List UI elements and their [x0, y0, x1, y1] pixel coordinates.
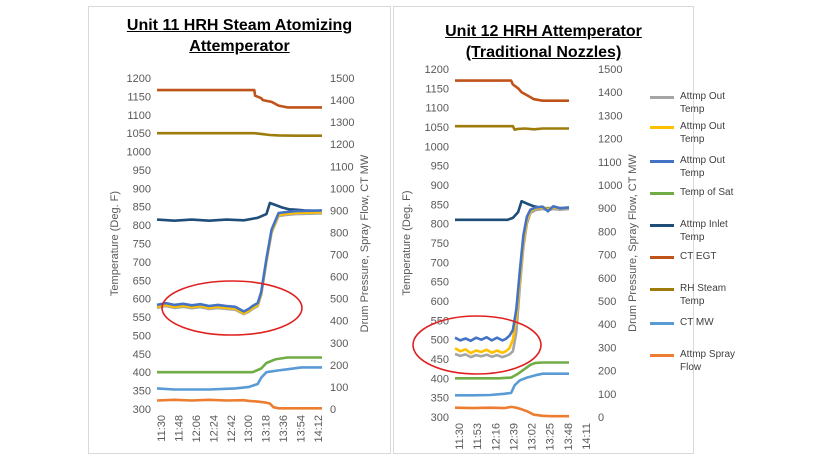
legend-swatch — [650, 192, 674, 195]
chart-panel-unit12: Unit 12 HRH Attemperator (Traditional No… — [393, 6, 694, 454]
chart-panel-unit11: Unit 11 HRH Steam Atomizing Attemperator — [88, 6, 391, 454]
chart-title: Unit 11 HRH Steam Atomizing Attemperator — [126, 17, 353, 55]
legend-swatch — [650, 224, 674, 227]
legend-label: Temp of Sat — [680, 187, 734, 198]
legend-label: Attmp Out Temp — [680, 91, 726, 115]
legend-swatch — [650, 354, 674, 357]
legend-swatch — [650, 322, 674, 325]
legend-label: Attmp Out Temp — [680, 155, 726, 179]
legend-swatch — [650, 126, 674, 129]
legend-swatch — [650, 160, 674, 163]
legend-label: Attmp Spray Flow — [680, 349, 736, 373]
legend-swatch — [650, 256, 674, 259]
legend-label: Attmp Out Temp — [680, 121, 726, 145]
legend-swatch — [650, 96, 674, 99]
chart-title: Unit 12 HRH Attemperator (Traditional No… — [445, 23, 642, 61]
legend-label: CT EGT — [680, 251, 717, 262]
legend-label: CT MW — [680, 317, 714, 328]
legend-swatch — [650, 288, 674, 291]
legend-label: RH Steam Temp — [680, 283, 727, 307]
legend-label: Attmp Inlet Temp — [680, 219, 728, 243]
